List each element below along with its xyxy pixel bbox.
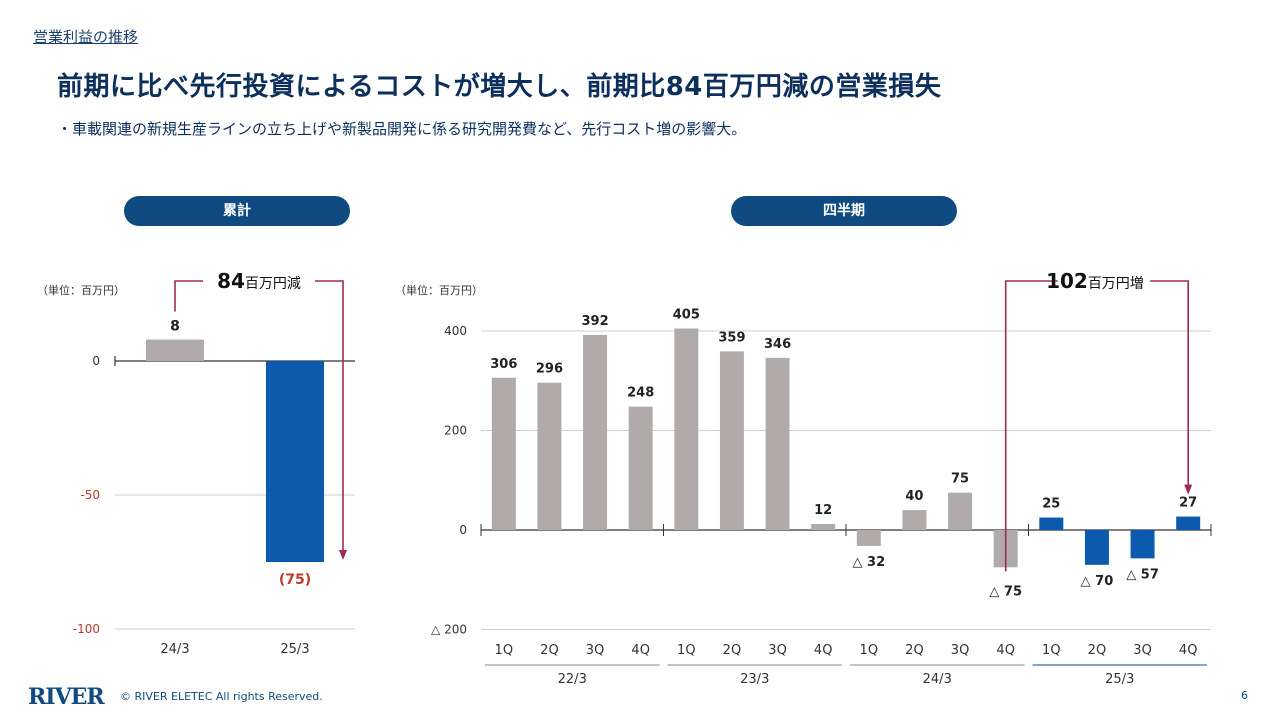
- right-unit-label: （単位：百万円）: [395, 284, 483, 297]
- bar: [856, 530, 881, 546]
- x-tick-label: 1Q: [1042, 643, 1061, 658]
- x-tick-label: 1Q: [495, 643, 514, 658]
- x-tick-label: 4Q: [631, 643, 650, 658]
- bar: [1084, 530, 1109, 565]
- section-link[interactable]: 営業利益の推移: [33, 28, 139, 46]
- bar: [811, 524, 836, 530]
- data-label: △ 57: [1126, 567, 1159, 582]
- x-tick-label: 2Q: [723, 643, 742, 658]
- y-tick-label: -100: [73, 622, 100, 636]
- bar: [1130, 530, 1155, 559]
- data-label: 248: [627, 386, 654, 401]
- y-tick-label: 400: [444, 324, 467, 338]
- x-tick-label: 3Q: [1133, 643, 1152, 658]
- data-label: 12: [814, 503, 832, 518]
- data-label: 359: [718, 330, 745, 345]
- data-label: 75: [951, 472, 969, 487]
- x-tick-label: 2Q: [540, 643, 559, 658]
- bar: [948, 492, 973, 530]
- x-tick-label: 3Q: [768, 643, 787, 658]
- x-tick-label: 4Q: [1179, 643, 1198, 658]
- page-subtitle: ・車載関連の新規生産ラインの立ち上げや新製品開発に係る研究開発費など、先行コスト…: [57, 120, 747, 138]
- data-label: △ 32: [853, 555, 886, 570]
- x-tick-label: 1Q: [860, 643, 879, 658]
- group-label: 23/3: [740, 672, 769, 687]
- bar: [146, 339, 204, 361]
- data-label: 296: [536, 362, 563, 377]
- y-tick-label: 0: [92, 354, 100, 368]
- y-tick-label: △ 200: [431, 623, 467, 637]
- left-unit-label: （単位：百万円）: [37, 284, 125, 297]
- data-label: (75): [279, 572, 311, 588]
- bar: [674, 328, 699, 530]
- decrease-bracket: [174, 280, 344, 556]
- x-tick-label: 4Q: [996, 643, 1015, 658]
- quarterly-panel-title: 四半期: [731, 196, 957, 226]
- bar: [537, 382, 562, 530]
- decrease-arrowhead: [339, 550, 347, 560]
- data-label: 40: [905, 489, 923, 504]
- decrease-annotation: 84百万円減: [217, 269, 301, 293]
- y-tick-label: 0: [459, 523, 467, 537]
- data-label: 27: [1179, 496, 1197, 511]
- y-tick-label: -50: [80, 488, 100, 502]
- x-tick-label: 3Q: [586, 643, 605, 658]
- river-logo: RIVER: [28, 684, 105, 710]
- increase-arrowhead: [1184, 484, 1193, 495]
- x-tick-label: 2Q: [905, 643, 924, 658]
- bar: [1039, 517, 1064, 530]
- x-tick-label: 24/3: [160, 642, 189, 657]
- data-label: 8: [170, 319, 180, 335]
- x-tick-label: 4Q: [814, 643, 833, 658]
- group-label: 24/3: [923, 672, 952, 687]
- bar: [765, 357, 790, 530]
- bar: [1176, 516, 1201, 530]
- bar: [719, 351, 744, 530]
- copyright-text: © RIVER ELETEC All rights Reserved.: [120, 690, 323, 703]
- cumulative-panel-title: 累計: [124, 196, 350, 226]
- data-label: 25: [1042, 497, 1060, 512]
- increase-annotation: 102百万円増: [1046, 269, 1144, 293]
- bar: [491, 377, 516, 530]
- data-label: 306: [490, 357, 517, 372]
- y-tick-label: 200: [444, 424, 467, 438]
- x-tick-label: 2Q: [1088, 643, 1107, 658]
- x-tick-label: 1Q: [677, 643, 696, 658]
- group-label: 25/3: [1105, 672, 1134, 687]
- data-label: 405: [673, 308, 700, 323]
- data-label: △ 70: [1081, 574, 1114, 589]
- bar: [266, 361, 324, 562]
- bar: [583, 334, 608, 530]
- bar: [902, 510, 927, 530]
- page-number: 6: [1241, 689, 1248, 702]
- x-tick-label: 25/3: [280, 642, 309, 657]
- x-tick-label: 3Q: [951, 643, 970, 658]
- data-label: 392: [581, 314, 608, 329]
- group-label: 22/3: [558, 672, 587, 687]
- data-label: 346: [764, 337, 791, 352]
- page-title: 前期に比べ先行投資によるコストが増大し、前期比84百万円減の営業損失: [57, 72, 942, 102]
- bar: [628, 406, 653, 530]
- data-label: △ 75: [989, 584, 1022, 599]
- increase-bracket: [1004, 280, 1189, 572]
